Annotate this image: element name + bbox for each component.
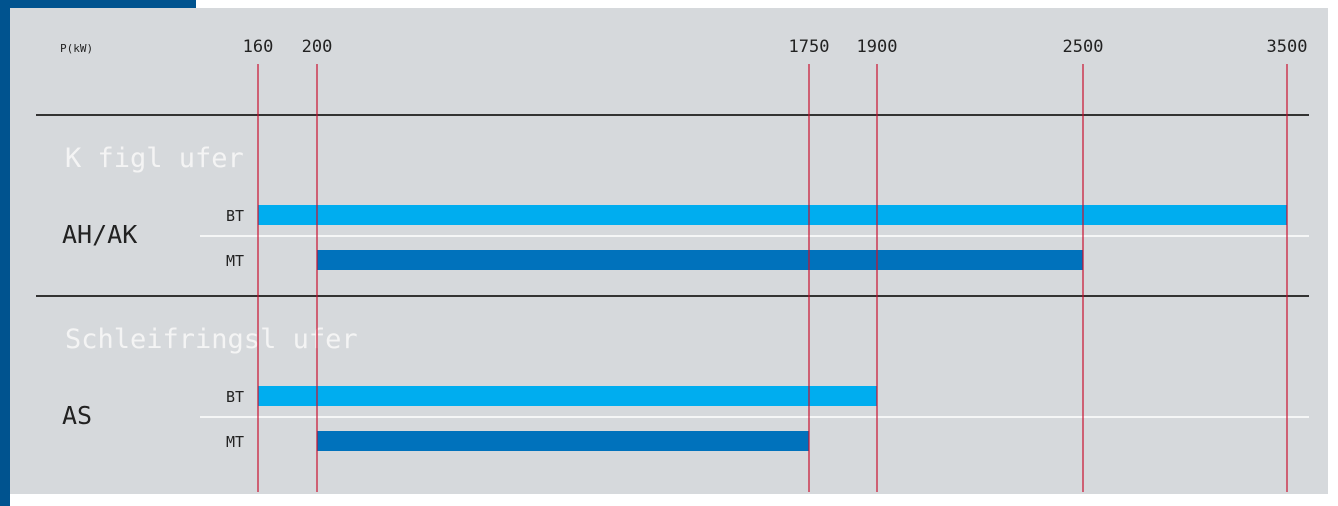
axis-label: P(kW): [60, 42, 93, 55]
range-bar-mt: [317, 431, 809, 451]
top-accent-tab: [0, 0, 196, 8]
tick-label: 200: [302, 37, 333, 57]
row-label: MT: [226, 433, 244, 451]
section-title: K figl ufer: [65, 143, 244, 174]
range-bar-mt: [317, 250, 1083, 270]
tick-label: 1750: [789, 37, 830, 57]
left-accent-bar: [0, 0, 10, 506]
tick-label: 1900: [857, 37, 898, 57]
range-bar-bt: [258, 205, 1287, 225]
row-label: BT: [226, 207, 244, 225]
group-label: AH/AK: [62, 220, 137, 249]
tick-label: 2500: [1063, 37, 1104, 57]
section-title: Schleifringsl ufer: [65, 324, 358, 355]
power-range-chart: P(kW) 160 200 1750 1900 2500 3500 K figl ufer AH…: [10, 8, 1328, 494]
chart-panel: P(kW) 160 200 1750 1900 2500 3500 K figl ufer AH…: [10, 8, 1328, 494]
tick-label: 160: [243, 37, 274, 57]
row-label: MT: [226, 252, 244, 270]
row-label: BT: [226, 388, 244, 406]
range-bar-bt: [258, 386, 877, 406]
tick-label: 3500: [1267, 37, 1308, 57]
group-label: AS: [62, 401, 92, 430]
